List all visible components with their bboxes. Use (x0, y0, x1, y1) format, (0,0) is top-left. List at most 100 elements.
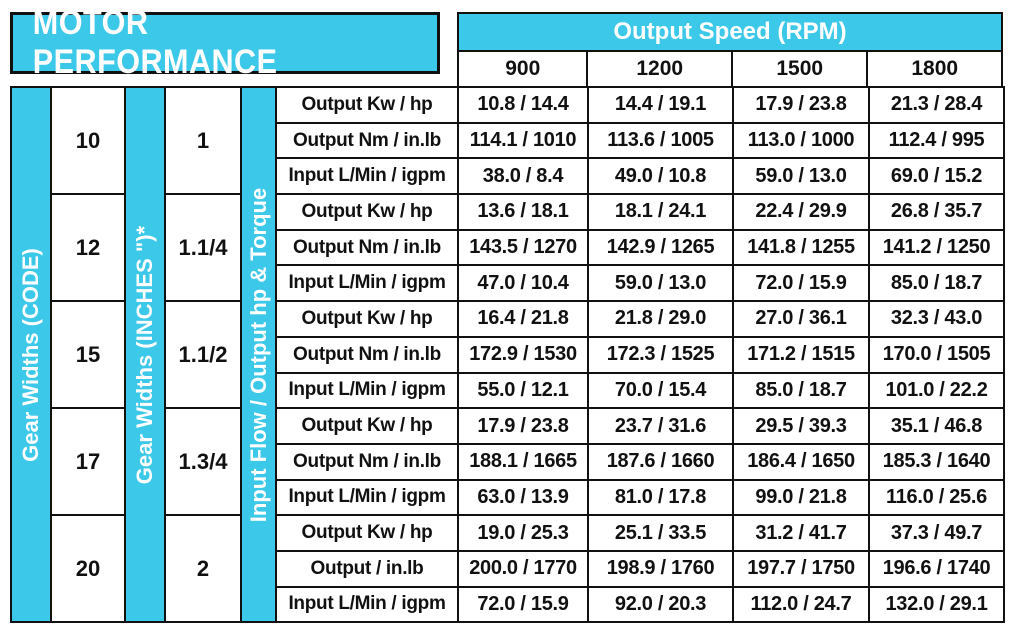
table-row: Output Nm / in.lb 188.1 / 1665 187.6 / 166… (11, 442, 1005, 481)
value-cell: 112.0 / 24.7 (732, 585, 870, 624)
rpm-header-1500: 1500 (730, 50, 869, 88)
row-label: Output Nm / in.lb (275, 335, 459, 374)
row-label: Output Nm / in.lb (275, 121, 459, 160)
row-label: Output Kw / hp (275, 193, 459, 231)
value-cell: 23.7 / 31.6 (587, 407, 734, 445)
flow-torque-label: Input Flow / Output hp & Torque (240, 85, 277, 624)
flow-torque-label-text: Input Flow / Output hp & Torque (245, 187, 271, 522)
value-cell: 35.1 / 46.8 (868, 407, 1005, 445)
row-label: Output Nm / in.lb (275, 442, 459, 481)
value-cell: 113.6 / 1005 (587, 121, 734, 160)
row-label: Output / in.lb (275, 549, 459, 588)
value-cell: 14.4 / 19.1 (587, 86, 734, 124)
table-row: Input L/Min / igpm 38.0 / 8.4 49.0 / 10.8 5… (11, 157, 1005, 196)
value-cell: 37.3 / 49.7 (868, 514, 1005, 552)
value-cell: 113.0 / 1000 (732, 121, 870, 160)
table-row: Input L/Min / igpm 47.0 / 10.4 59.0 / 13.0… (11, 264, 1005, 303)
value-cell: 99.0 / 21.8 (732, 478, 870, 517)
gear-code-cell: 12 (50, 193, 126, 303)
value-cell: 92.0 / 20.3 (587, 585, 734, 624)
value-cell: 81.0 / 17.8 (587, 478, 734, 517)
value-cell: 17.9 / 23.8 (732, 86, 870, 124)
gear-width-inches-label: Gear Widths (INCHES ")* (124, 85, 166, 624)
value-cell: 13.6 / 18.1 (457, 193, 589, 231)
value-cell: 17.9 / 23.8 (457, 407, 589, 445)
value-cell: 112.4 / 995 (868, 121, 1005, 160)
table-row: Output Nm / in.lb 114.1 / 1010 113.6 / 100… (11, 121, 1005, 160)
table-row: 15 1.1/2 Output Kw / hp 16.4 / 21.8 21.8 / 2… (11, 300, 1005, 410)
value-cell: 101.0 / 22.2 (868, 371, 1005, 410)
value-cell: 27.0 / 36.1 (732, 300, 870, 338)
value-cell: 197.7 / 1750 (732, 549, 870, 588)
value-cell: 70.0 / 15.4 (587, 371, 734, 410)
value-cell: 32.3 / 43.0 (868, 300, 1005, 338)
value-cell: 25.1 / 33.5 (587, 514, 734, 552)
rpm-header-1200: 1200 (586, 50, 733, 88)
value-cell: 22.4 / 29.9 (732, 193, 870, 231)
value-cell: 10.8 / 14.4 (457, 86, 589, 124)
value-cell: 31.2 / 41.7 (732, 514, 870, 552)
row-label: Output Nm / in.lb (275, 228, 459, 267)
value-cell: 29.5 / 39.3 (732, 407, 870, 445)
row-label: Input L/Min / igpm (275, 264, 459, 303)
value-cell: 141.8 / 1255 (732, 228, 870, 267)
gear-inches-cell: 1.1/2 (164, 300, 242, 410)
value-cell: 185.3 / 1640 (868, 442, 1005, 481)
value-cell: 114.1 / 1010 (457, 121, 589, 160)
value-cell: 116.0 / 25.6 (868, 478, 1005, 517)
value-cell: 171.2 / 1515 (732, 335, 870, 374)
gear-inches-cell: 1 (164, 85, 242, 196)
value-cell: 141.2 / 1250 (868, 228, 1005, 267)
value-cell: 85.0 / 18.7 (868, 264, 1005, 303)
value-cell: 47.0 / 10.4 (457, 264, 589, 303)
row-label: Output Kw / hp (275, 86, 459, 124)
value-cell: 18.1 / 24.1 (587, 193, 734, 231)
table-row: Output Nm / in.lb 172.9 / 1530 172.3 / 152… (11, 335, 1005, 374)
value-cell: 55.0 / 12.1 (457, 371, 589, 410)
value-cell: 196.6 / 1740 (868, 549, 1005, 588)
value-cell: 59.0 / 13.0 (587, 264, 734, 303)
table-row: Output Nm / in.lb 143.5 / 1270 142.9 / 126… (11, 228, 1005, 267)
value-cell: 19.0 / 25.3 (457, 514, 589, 552)
row-label: Input L/Min / igpm (275, 585, 459, 624)
value-cell: 38.0 / 8.4 (457, 157, 589, 196)
table-row: 17 1.3/4 Output Kw / hp 17.9 / 23.8 23.7 / 3… (11, 407, 1005, 517)
value-cell: 85.0 / 18.7 (732, 371, 870, 410)
value-cell: 72.0 / 15.9 (457, 585, 589, 624)
value-cell: 186.4 / 1650 (732, 442, 870, 481)
table-row: Input L/Min / igpm 63.0 / 13.9 81.0 / 17.8… (11, 478, 1005, 517)
performance-table: Gear Widths (CODE) 10 Gear Widths (INCHES … (10, 85, 1005, 624)
value-cell: 187.6 / 1660 (587, 442, 734, 481)
row-label: Input L/Min / igpm (275, 478, 459, 517)
value-cell: 63.0 / 13.9 (457, 478, 589, 517)
output-speed-header: Output Speed (RPM) (457, 12, 1003, 52)
value-cell: 170.0 / 1505 (868, 335, 1005, 374)
gear-code-cell: 10 (50, 85, 126, 196)
gear-inches-cell: 1.1/4 (164, 193, 242, 303)
row-label: Output Kw / hp (275, 300, 459, 338)
table-row: 12 1.1/4 Output Kw / hp 13.6 / 18.1 18.1 / 2… (11, 193, 1005, 303)
row-label: Input L/Min / igpm (275, 371, 459, 410)
gear-inches-cell: 1.3/4 (164, 407, 242, 517)
rpm-header-1800: 1800 (866, 50, 1003, 88)
table-row: Gear Widths (CODE) 10 Gear Widths (INCHES … (10, 85, 1005, 624)
speed-header-table: Output Speed (RPM) 900 1200 1500 1800 (456, 12, 1003, 88)
gear-inches-cell: 2 (164, 514, 242, 624)
value-cell: 16.4 / 21.8 (457, 300, 589, 338)
row-label: Output Kw / hp (275, 514, 459, 552)
value-cell: 198.9 / 1760 (587, 549, 734, 588)
value-cell: 200.0 / 1770 (457, 549, 589, 588)
value-cell: 21.8 / 29.0 (587, 300, 734, 338)
value-cell: 72.0 / 15.9 (732, 264, 870, 303)
row-label: Output Kw / hp (275, 407, 459, 445)
gear-code-cell: 20 (50, 514, 126, 624)
gear-code-cell: 17 (50, 407, 126, 517)
gear-width-code-label: Gear Widths (CODE) (10, 85, 52, 624)
value-cell: 172.9 / 1530 (457, 335, 589, 374)
gear-code-cell: 15 (50, 300, 126, 410)
table-row: Input L/Min / igpm 55.0 / 12.1 70.0 / 15.4… (11, 371, 1005, 410)
value-cell: 26.8 / 35.7 (868, 193, 1005, 231)
table-row: 20 2 Output Kw / hp 19.0 / 25.3 25.1 / 33.5 3… (11, 514, 1005, 624)
gear-width-inches-label-text: Gear Widths (INCHES ")* (132, 225, 157, 484)
value-cell: 132.0 / 29.1 (868, 585, 1005, 624)
